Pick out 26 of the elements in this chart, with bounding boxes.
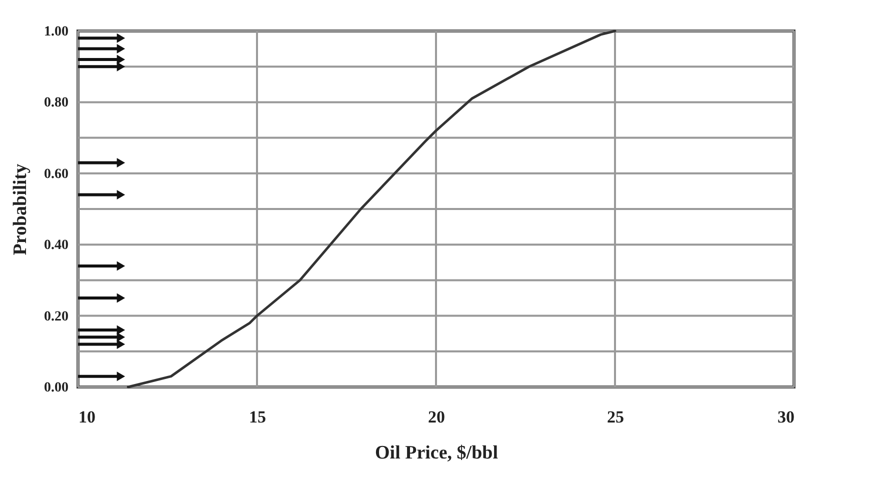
point — [116, 293, 126, 303]
point — [116, 340, 126, 350]
y-tick-label: 0.20 — [44, 309, 68, 324]
point — [116, 372, 126, 382]
x-tick-label: 25 — [607, 408, 624, 426]
y-tick-label: 0.40 — [44, 238, 68, 254]
y-tick-label: 1.00 — [44, 24, 68, 40]
point — [116, 325, 126, 335]
y-tick-label: 0.60 — [44, 166, 68, 182]
line-series — [126, 30, 616, 388]
x-tick-label: 10 — [78, 408, 96, 426]
x-tick-label: 30 — [778, 408, 794, 426]
y-axis-title: Probability — [10, 163, 31, 256]
x-tick-label: 20 — [428, 408, 445, 426]
point — [116, 190, 126, 200]
x-axis-title: Oil Price, $/bbl — [375, 442, 498, 464]
point — [116, 54, 126, 64]
point — [116, 332, 126, 342]
point — [116, 158, 126, 168]
x-tick-label: 15 — [249, 408, 266, 426]
y-tick-label: 0.80 — [44, 96, 68, 111]
y-tick-label: 0.00 — [44, 380, 68, 396]
point — [116, 44, 126, 54]
point — [116, 62, 126, 72]
point — [116, 33, 126, 43]
point — [116, 261, 126, 271]
